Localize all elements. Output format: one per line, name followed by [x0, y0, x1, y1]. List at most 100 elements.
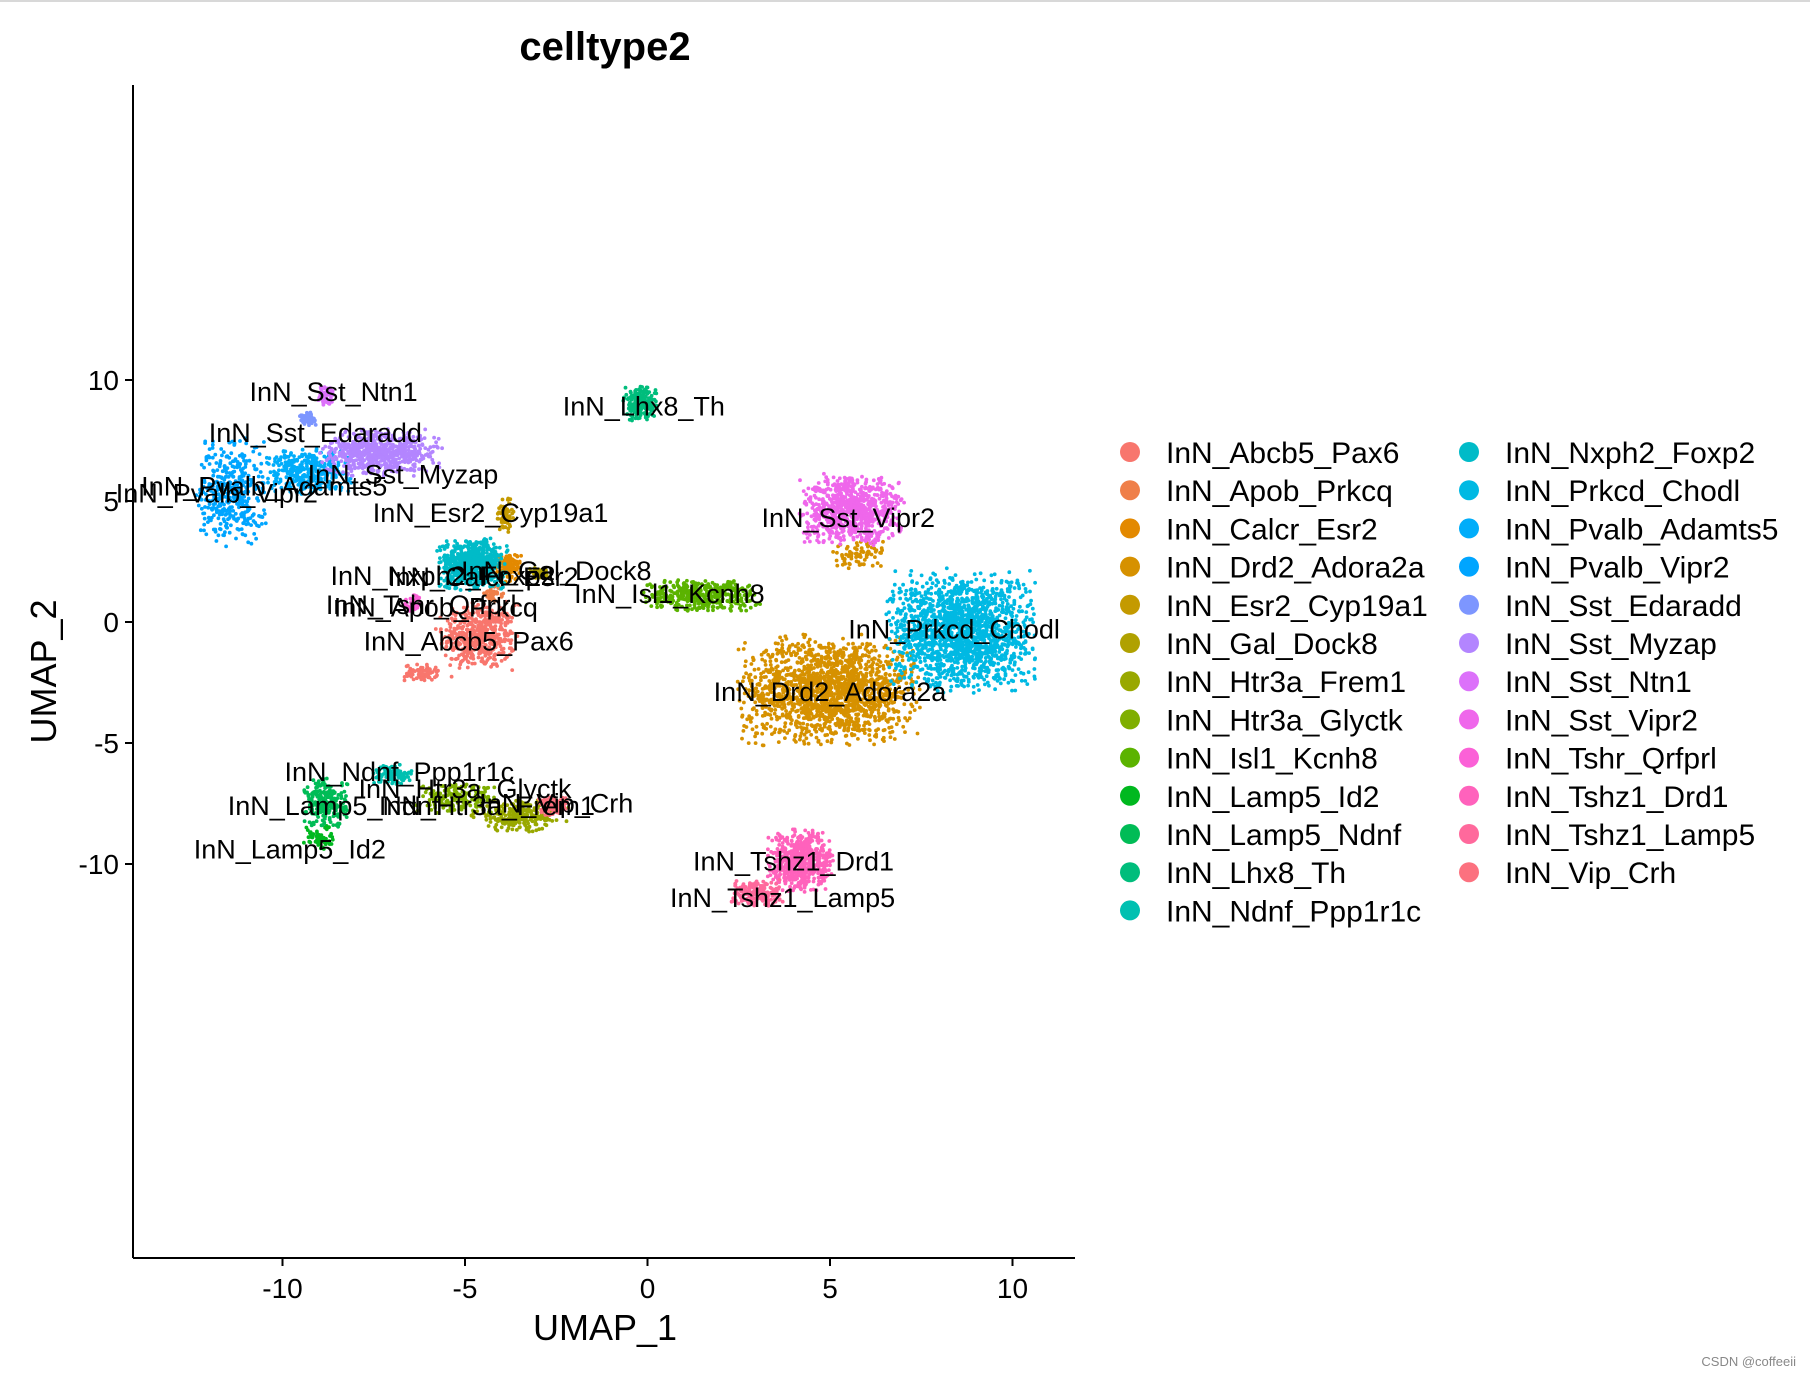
point — [894, 722, 899, 727]
point — [842, 726, 847, 731]
point — [780, 643, 785, 647]
point — [809, 732, 814, 737]
point — [769, 716, 774, 721]
point — [825, 739, 830, 744]
point — [829, 715, 834, 719]
point — [783, 721, 788, 726]
point — [492, 551, 497, 556]
point — [760, 731, 765, 736]
point — [765, 721, 769, 726]
point — [402, 678, 407, 683]
point — [498, 624, 503, 629]
point — [888, 716, 893, 721]
point — [433, 627, 438, 631]
point — [471, 628, 476, 633]
point — [805, 722, 810, 727]
point — [471, 611, 476, 615]
point — [746, 741, 751, 745]
point — [488, 641, 492, 645]
point — [494, 642, 498, 647]
point — [465, 648, 469, 653]
point — [816, 652, 821, 657]
point — [761, 670, 766, 674]
point — [468, 621, 472, 625]
point — [801, 721, 806, 726]
point — [889, 725, 894, 729]
point — [839, 671, 843, 675]
point — [789, 653, 794, 658]
point — [856, 719, 860, 723]
point — [842, 557, 847, 561]
point — [852, 733, 857, 737]
point — [850, 660, 855, 665]
point — [871, 660, 876, 665]
point — [775, 664, 780, 669]
point — [870, 666, 875, 671]
point — [843, 666, 847, 671]
point — [847, 722, 852, 727]
point — [486, 545, 491, 550]
point — [796, 641, 800, 646]
point — [485, 605, 489, 610]
point — [829, 730, 833, 735]
point — [907, 716, 912, 721]
point — [445, 545, 450, 549]
point — [783, 660, 787, 664]
point — [491, 542, 496, 546]
point — [499, 595, 504, 599]
point — [493, 652, 498, 657]
point — [493, 657, 497, 662]
point — [519, 553, 523, 558]
point — [456, 624, 460, 628]
point — [484, 634, 488, 639]
point — [483, 610, 488, 615]
point — [872, 714, 877, 719]
point — [881, 663, 886, 668]
point — [472, 661, 477, 666]
point — [492, 591, 496, 596]
point — [487, 622, 492, 627]
point — [508, 652, 512, 657]
point — [857, 658, 861, 663]
point — [515, 565, 520, 570]
point — [510, 563, 514, 568]
point — [876, 708, 881, 712]
point — [791, 691, 796, 696]
point — [826, 645, 831, 650]
point — [509, 574, 514, 579]
point — [420, 672, 425, 677]
point — [450, 555, 454, 559]
point — [780, 646, 785, 650]
point — [793, 733, 798, 737]
point — [499, 647, 504, 652]
point — [487, 645, 492, 650]
point — [825, 665, 830, 669]
point — [795, 725, 800, 730]
point — [517, 825, 522, 830]
point — [843, 713, 848, 718]
point — [415, 662, 419, 667]
point — [526, 821, 530, 826]
point — [448, 622, 453, 627]
point — [486, 648, 491, 653]
point — [456, 552, 460, 556]
point — [854, 547, 859, 552]
point — [476, 655, 481, 660]
point — [768, 724, 773, 729]
point — [530, 829, 535, 834]
point — [322, 822, 326, 826]
point — [874, 734, 879, 739]
point — [465, 623, 470, 628]
point — [811, 715, 816, 720]
point — [513, 561, 518, 566]
point — [482, 542, 487, 547]
point — [806, 640, 811, 645]
point — [440, 638, 445, 642]
point — [454, 657, 459, 661]
point — [831, 550, 835, 554]
point — [510, 668, 515, 672]
point — [844, 718, 849, 723]
point — [748, 717, 753, 721]
point — [501, 650, 506, 655]
point — [504, 554, 509, 559]
